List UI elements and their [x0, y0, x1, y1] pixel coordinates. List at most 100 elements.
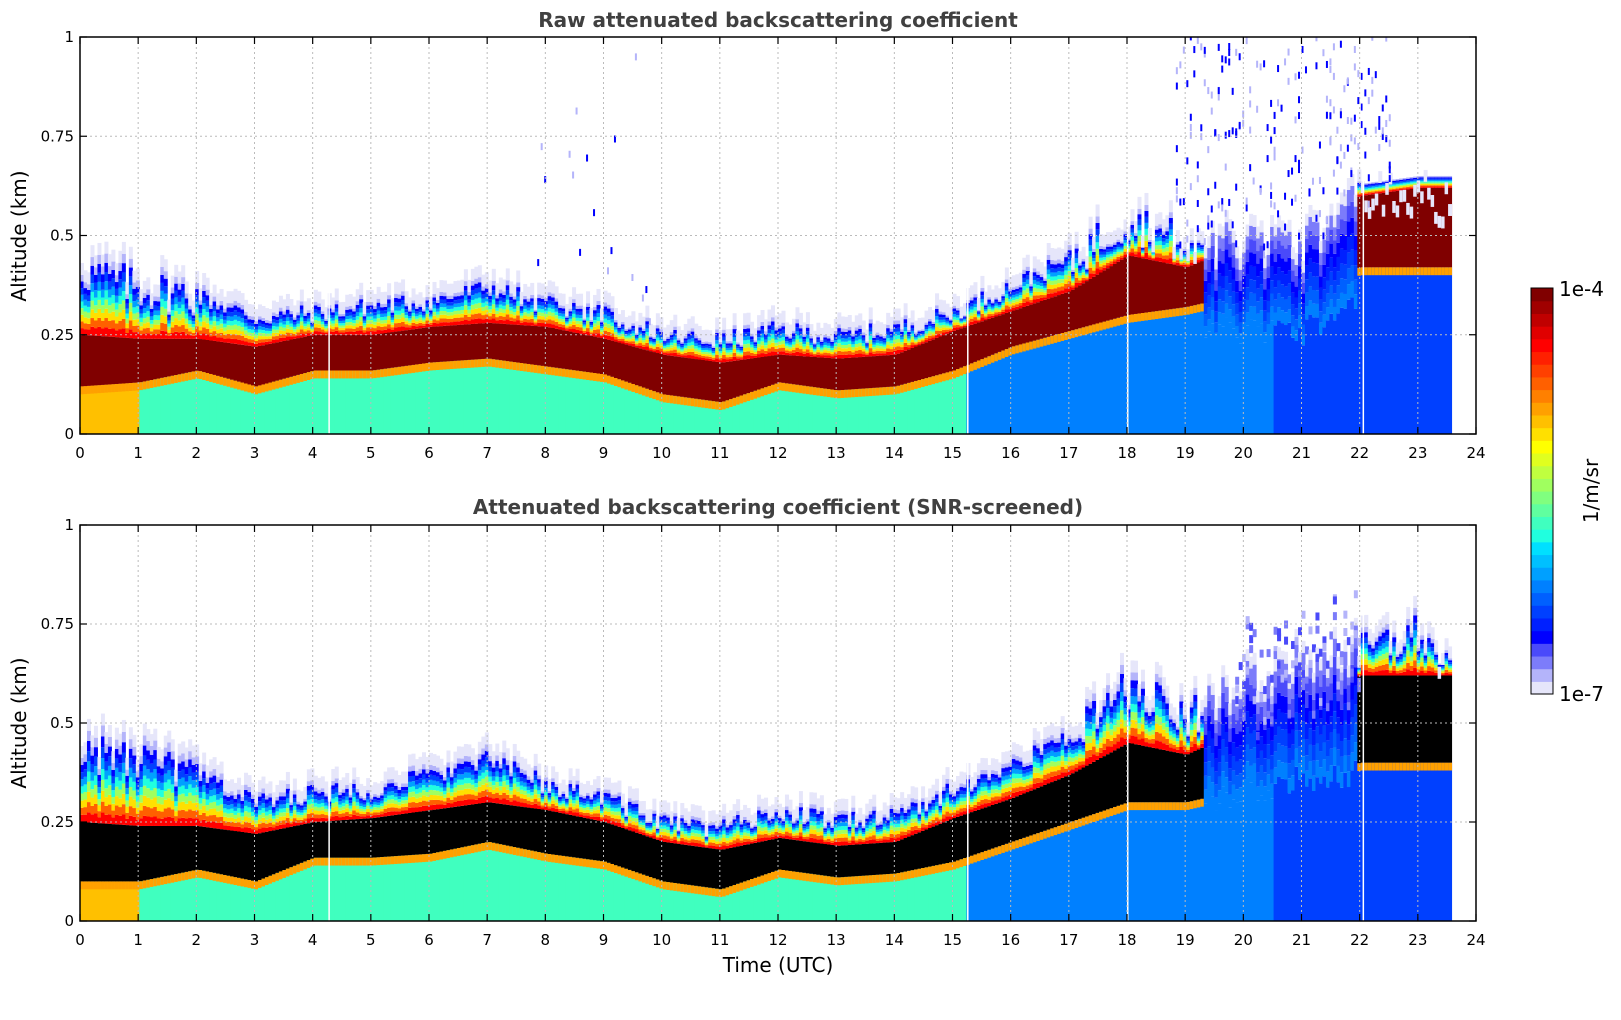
heatmap-cell [582, 318, 587, 321]
heatmap-cell [910, 342, 915, 346]
heatmap-cell [376, 322, 381, 327]
heatmap-cell [1374, 181, 1379, 184]
noise-speckle [1350, 134, 1353, 142]
heatmap-cell [767, 385, 772, 394]
heatmap-cell [1392, 187, 1397, 189]
heatmap-cell [676, 326, 681, 339]
heatmap-cell [1071, 285, 1076, 288]
heatmap-cell [600, 308, 604, 321]
heatmap-cell [205, 339, 210, 374]
heatmap-cell [795, 384, 800, 393]
heatmap-cell [983, 316, 988, 319]
heatmap-cell [212, 374, 217, 434]
heatmap-cell [512, 308, 517, 313]
heatmap-cell [460, 298, 465, 303]
heatmap-cell [125, 383, 130, 392]
heatmap-cell [251, 336, 255, 340]
heatmap-cell [505, 294, 510, 300]
heatmap-cell [547, 280, 552, 293]
heatmap-cell [512, 302, 517, 306]
heatmap-cell [512, 324, 517, 363]
heatmap-cell [338, 323, 343, 326]
heatmap-cell [523, 312, 528, 316]
heatmap-cell [359, 370, 364, 379]
heatmap-cell [907, 349, 912, 383]
heatmap-cell [1071, 278, 1076, 281]
heatmap-cell [655, 392, 660, 401]
heatmap-cell [551, 305, 556, 309]
heatmap-cell [317, 327, 322, 332]
heatmap-cell [97, 385, 102, 394]
heatmap-cell [205, 373, 210, 381]
heatmap-cell [338, 330, 343, 333]
heatmap-cell [1252, 293, 1257, 307]
heatmap-cell [1357, 267, 1362, 434]
heatmap-cell [572, 328, 577, 333]
heatmap-cell [586, 313, 591, 318]
heatmap-cell [240, 318, 245, 323]
heatmap-cell [230, 325, 235, 330]
heatmap-cell [212, 301, 217, 307]
heatmap-cell [488, 299, 493, 303]
heatmap-cell [593, 373, 598, 434]
heatmap-cell [498, 293, 503, 298]
heatmap-cell [830, 347, 835, 350]
heatmap-cell [662, 351, 667, 354]
heatmap-cell [1022, 282, 1027, 287]
heatmap-cell [819, 357, 824, 389]
heatmap-cell [411, 364, 416, 434]
heatmap-cell [460, 291, 465, 296]
heatmap-cell [722, 344, 727, 348]
heatmap-cell [167, 299, 172, 312]
heatmap-cell [753, 350, 758, 353]
heatmap-cell [648, 347, 653, 350]
heatmap-cell [687, 351, 692, 356]
heatmap-cell [917, 331, 922, 334]
heatmap-cell [1217, 286, 1222, 300]
heatmap-cell [641, 328, 646, 331]
heatmap-cell [889, 337, 894, 341]
heatmap-cell [460, 313, 465, 318]
heatmap-cell [83, 299, 88, 306]
heatmap-cell [537, 301, 542, 306]
heatmap-cell [463, 310, 468, 315]
heatmap-cell [603, 314, 608, 319]
heatmap-cell [244, 334, 249, 338]
heatmap-cell [460, 324, 465, 361]
heatmap-cell [310, 329, 315, 331]
heatmap-cell [1046, 336, 1051, 345]
heatmap-cell [362, 320, 367, 324]
heatmap-cell [341, 313, 346, 317]
noise-speckle [1196, 37, 1199, 44]
heatmap-cell [655, 346, 660, 350]
heatmap-cell [900, 339, 905, 342]
noise-speckle [1322, 49, 1325, 57]
heatmap-cell [216, 293, 221, 306]
noise-speckle [1221, 204, 1224, 212]
heatmap-cell [324, 334, 329, 371]
heatmap-cell [83, 288, 88, 294]
heatmap-cell [167, 326, 172, 330]
heatmap-cell [613, 322, 618, 325]
heatmap-cell [369, 301, 374, 306]
heatmap-cell [1036, 295, 1041, 299]
heatmap-cell [334, 308, 339, 312]
heatmap-cell [544, 326, 549, 367]
heatmap-cell [739, 353, 744, 355]
heatmap-cell [435, 311, 440, 315]
heatmap-cell [303, 315, 308, 319]
heatmap-cell [641, 333, 646, 336]
heatmap-cell [1350, 265, 1355, 282]
noise-speckle [1224, 209, 1227, 217]
heatmap-cell [1147, 248, 1152, 251]
heatmap-cell [348, 331, 353, 335]
heatmap-cell [711, 358, 716, 360]
heatmap-cell [470, 285, 475, 291]
heatmap-cell [872, 387, 877, 434]
heatmap-cell [690, 341, 695, 346]
heatmap-cell [631, 341, 636, 344]
heatmap-cell [669, 347, 674, 351]
heatmap-cell [170, 333, 175, 339]
heatmap-cell [586, 306, 591, 311]
heatmap-cell [1367, 206, 1372, 219]
